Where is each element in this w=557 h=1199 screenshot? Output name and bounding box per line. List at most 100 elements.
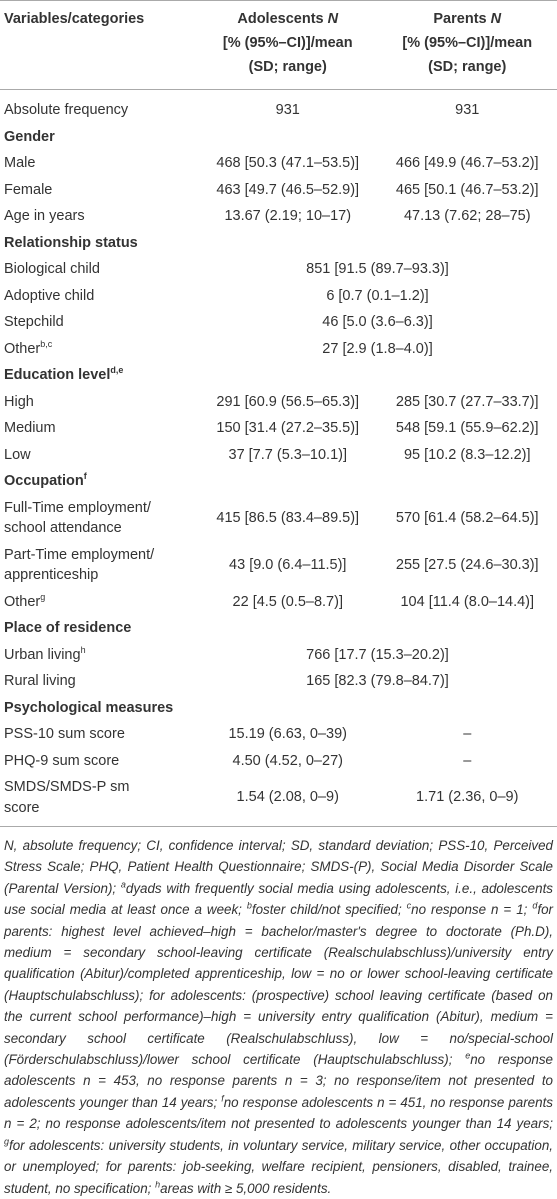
section-label: Gender xyxy=(4,129,55,145)
row-label: Urban livingh xyxy=(0,642,198,669)
label-line: Adoptive child xyxy=(4,288,94,304)
row-label: PSS-10 sum score xyxy=(0,721,198,748)
label-line: school attendance xyxy=(4,520,122,536)
row-label: Absolute frequency xyxy=(0,90,198,124)
value-cell: 291 [60.9 (56.5–65.3)] xyxy=(198,389,378,416)
data-row: SMDS/SMDS-P sm score 1.54 (2.08, 0–9)1.71 … xyxy=(0,774,557,827)
value-cell: 47.13 (7.62; 28–75) xyxy=(378,203,557,230)
value-cell: 285 [30.7 (27.7–33.7)] xyxy=(378,389,557,416)
row-label: Medium xyxy=(0,415,198,442)
label-line: score xyxy=(4,800,39,816)
column-detail: [% (95%–CI)]/mean xyxy=(223,35,353,51)
value-cell: 104 [11.4 (8.0–14.4)] xyxy=(378,589,557,616)
section-cell: Occupationf xyxy=(0,468,557,495)
section-row: Gender xyxy=(0,124,557,151)
merged-cell: 165 [82.3 (79.8–84.7)] xyxy=(198,668,557,695)
label-line: Part-Time employment/ xyxy=(4,547,154,563)
value-cell: 95 [10.2 (8.3–12.2)] xyxy=(378,442,557,469)
column-header: Adolescents N[% (95%–CI)]/mean(SD; range… xyxy=(198,1,378,90)
merged-cell: 6 [0.7 (0.1–1.2)] xyxy=(198,283,557,310)
label-line: Urban living xyxy=(4,647,81,663)
row-label: High xyxy=(0,389,198,416)
footnote-text: foster child/not specified; xyxy=(252,902,407,917)
value-cell: 468 [50.3 (47.1–53.5)] xyxy=(198,150,378,177)
value-cell: 415 [86.5 (83.4–89.5)] xyxy=(198,495,378,542)
value-cell: 43 [9.0 (6.4–11.5)] xyxy=(198,542,378,589)
column-n: N xyxy=(491,11,501,27)
footnote: N, absolute frequency; CI, confidence in… xyxy=(0,827,557,1199)
section-cell: Education leveld,e xyxy=(0,362,557,389)
data-row: Male 468 [50.3 (47.1–53.5)]466 [49.9 (46.… xyxy=(0,150,557,177)
superscript: g xyxy=(40,592,45,602)
row-label: Stepchild xyxy=(0,309,198,336)
section-label: Education level xyxy=(4,367,110,383)
section-cell: Psychological measures xyxy=(0,695,557,722)
footnote-text: for parents: highest level achieved–high… xyxy=(4,902,553,1067)
section-cell: Gender xyxy=(0,124,557,151)
row-label: Biological child xyxy=(0,256,198,283)
column-detail: (SD; range) xyxy=(249,59,327,75)
value-cell: 1.71 (2.36, 0–9) xyxy=(378,774,557,827)
section-row: Relationship status xyxy=(0,230,557,257)
value-cell: 931 xyxy=(378,90,557,124)
label-line: PSS-10 sum score xyxy=(4,726,125,742)
value-cell: 466 [49.9 (46.7–53.2)] xyxy=(378,150,557,177)
data-row: Adoptive child 6 [0.7 (0.1–1.2)] xyxy=(0,283,557,310)
label-line: Male xyxy=(4,155,35,171)
value-cell: 13.67 (2.19; 10–17) xyxy=(198,203,378,230)
column-name: Parents xyxy=(433,11,486,27)
label-line: Age in years xyxy=(4,208,85,224)
merged-cell: 27 [2.9 (1.8–4.0)] xyxy=(198,336,557,363)
footnote-text: areas with ≥ 5,000 residents. xyxy=(160,1181,331,1196)
row-label: Adoptive child xyxy=(0,283,198,310)
column-header: Variables/categories xyxy=(0,1,198,90)
section-label: Psychological measures xyxy=(4,700,173,716)
label-line: Other xyxy=(4,594,40,610)
label-line: Low xyxy=(4,447,31,463)
row-label: SMDS/SMDS-P sm score xyxy=(0,774,198,827)
row-label: Otherg xyxy=(0,589,198,616)
label-line: SMDS/SMDS-P sm xyxy=(4,779,129,795)
value-cell: 570 [61.4 (58.2–64.5)] xyxy=(378,495,557,542)
label-line: Medium xyxy=(4,420,56,436)
value-cell: 37 [7.7 (5.3–10.1)] xyxy=(198,442,378,469)
row-label: Age in years xyxy=(0,203,198,230)
section-cell: Place of residence xyxy=(0,615,557,642)
label-line: Rural living xyxy=(4,673,76,689)
row-label: Full-Time employment/school attendance xyxy=(0,495,198,542)
column-name: Adolescents xyxy=(237,11,323,27)
data-row: Low 37 [7.7 (5.3–10.1)]95 [10.2 (8.3–12.2… xyxy=(0,442,557,469)
superscript: f xyxy=(84,471,87,481)
section-row: Occupationf xyxy=(0,468,557,495)
value-cell: 255 [27.5 (24.6–30.3)] xyxy=(378,542,557,589)
section-label: Relationship status xyxy=(4,235,138,251)
merged-cell: 46 [5.0 (3.6–6.3)] xyxy=(198,309,557,336)
section-row: Place of residence xyxy=(0,615,557,642)
section-row: Education leveld,e xyxy=(0,362,557,389)
row-label: Male xyxy=(0,150,198,177)
footnote-text: no response n = 1; xyxy=(411,902,532,917)
data-row: Age in years 13.67 (2.19; 10–17)47.13 (7.… xyxy=(0,203,557,230)
label-line: Full-Time employment/ xyxy=(4,500,151,516)
column-name: Variables/categories xyxy=(4,11,144,27)
value-cell: 463 [49.7 (46.5–52.9)] xyxy=(198,177,378,204)
value-cell: 931 xyxy=(198,90,378,124)
column-detail: (SD; range) xyxy=(428,59,506,75)
column-detail: [% (95%–CI)]/mean xyxy=(402,35,532,51)
value-cell: 1.54 (2.08, 0–9) xyxy=(198,774,378,827)
value-cell: 548 [59.1 (55.9–62.2)] xyxy=(378,415,557,442)
value-cell: 4.50 (4.52, 0–27) xyxy=(198,748,378,775)
label-line: Absolute frequency xyxy=(4,102,128,118)
